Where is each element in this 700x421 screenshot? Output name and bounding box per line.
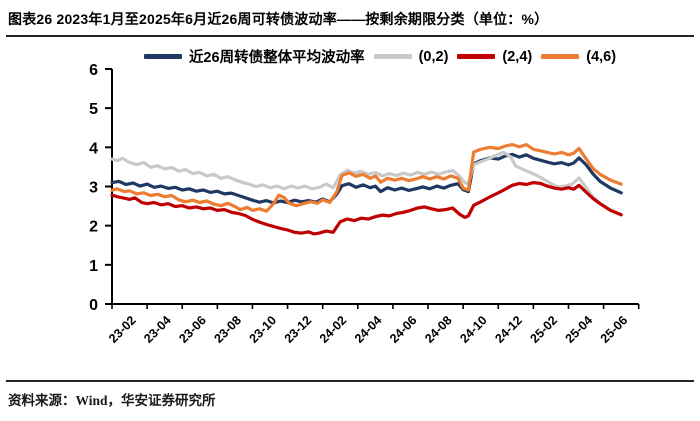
- legend-item: 近26周转债整体平均波动率: [143, 46, 365, 67]
- x-tick-label: 24-04: [352, 313, 385, 346]
- legend-item: (2,4): [457, 49, 532, 65]
- series-line: [110, 181, 623, 236]
- x-tick-label: 24-02: [317, 313, 350, 346]
- y-tick-label: 3: [89, 179, 98, 196]
- legend-label: (2,4): [502, 48, 533, 65]
- legend-swatch: [457, 54, 496, 59]
- y-tick-label: 1: [89, 258, 98, 275]
- legend-swatch: [541, 54, 580, 59]
- y-tick-label: 2: [89, 219, 98, 236]
- legend-item: (4,6): [541, 49, 616, 65]
- title-divider: [6, 35, 694, 37]
- x-tick-label: 24-10: [457, 313, 490, 346]
- figure-title: 图表26 2023年1月至2025年6月近26周可转债波动率——按剩余期限分类（…: [8, 11, 549, 27]
- x-tick-label: 23-10: [247, 313, 280, 346]
- legend-label: (0,2): [418, 48, 449, 65]
- x-tick-label: 24-08: [422, 313, 455, 346]
- legend-label: 近26周转债整体平均波动率: [188, 50, 365, 66]
- y-tick-label: 5: [89, 101, 98, 118]
- x-tick-label: 24-12: [492, 313, 525, 346]
- x-tick-label: 23-06: [176, 313, 209, 346]
- legend-swatch: [373, 54, 412, 59]
- y-tick-label: 4: [89, 140, 98, 157]
- chart-area: 0 1 2 3 4 5 6 23-02 23-04 23-06 23-08 23-10 23-12 24-…: [0, 37, 700, 377]
- legend-label: (4,6): [586, 48, 617, 65]
- x-tick-label: 23-04: [141, 313, 174, 346]
- series-line: [110, 150, 623, 217]
- x-tick-label: 23-12: [282, 313, 315, 346]
- legend-item: (0,2): [373, 48, 449, 65]
- series-line: [110, 142, 623, 213]
- y-tick-label: 6: [89, 62, 98, 79]
- x-tick-label: 25-06: [598, 313, 631, 346]
- source-note: 资料来源：Wind，华安证券研究所: [8, 393, 216, 408]
- legend-swatch: [143, 54, 182, 59]
- series-line: [110, 152, 623, 205]
- x-tick-label: 25-02: [528, 313, 561, 346]
- footer-divider: [6, 380, 694, 382]
- y-tick-label: 0: [89, 297, 98, 314]
- x-tick-label: 24-06: [387, 313, 420, 346]
- chart-legend: 近26周转债整体平均波动率 (0,2) (2,4) (4,6): [70, 46, 690, 67]
- x-tick-label: 23-02: [106, 313, 139, 346]
- x-tick-label: 25-04: [563, 313, 596, 346]
- x-tick-label: 23-08: [212, 313, 245, 346]
